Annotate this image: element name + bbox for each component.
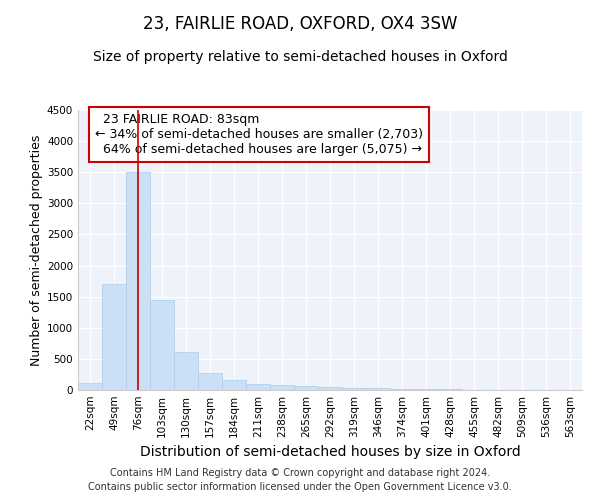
Bar	[294, 386, 318, 390]
Bar	[270, 385, 294, 390]
Text: 23 FAIRLIE ROAD: 83sqm
← 34% of semi-detached houses are smaller (2,703)
  64% o: 23 FAIRLIE ROAD: 83sqm ← 34% of semi-det…	[95, 113, 423, 156]
Bar	[198, 372, 222, 390]
Bar	[150, 300, 174, 390]
Bar	[222, 380, 246, 390]
Bar	[342, 388, 366, 390]
Text: Contains public sector information licensed under the Open Government Licence v3: Contains public sector information licen…	[88, 482, 512, 492]
Text: 23, FAIRLIE ROAD, OXFORD, OX4 3SW: 23, FAIRLIE ROAD, OXFORD, OX4 3SW	[143, 15, 457, 33]
Bar	[390, 389, 414, 390]
Bar	[102, 284, 126, 390]
X-axis label: Distribution of semi-detached houses by size in Oxford: Distribution of semi-detached houses by …	[140, 446, 520, 460]
Text: Contains HM Land Registry data © Crown copyright and database right 2024.: Contains HM Land Registry data © Crown c…	[110, 468, 490, 477]
Text: Size of property relative to semi-detached houses in Oxford: Size of property relative to semi-detach…	[92, 50, 508, 64]
Bar	[126, 172, 150, 390]
Bar	[366, 388, 390, 390]
Bar	[174, 352, 198, 390]
Bar	[78, 382, 102, 390]
Bar	[414, 389, 438, 390]
Bar	[318, 387, 342, 390]
Bar	[246, 384, 270, 390]
Y-axis label: Number of semi-detached properties: Number of semi-detached properties	[30, 134, 43, 366]
